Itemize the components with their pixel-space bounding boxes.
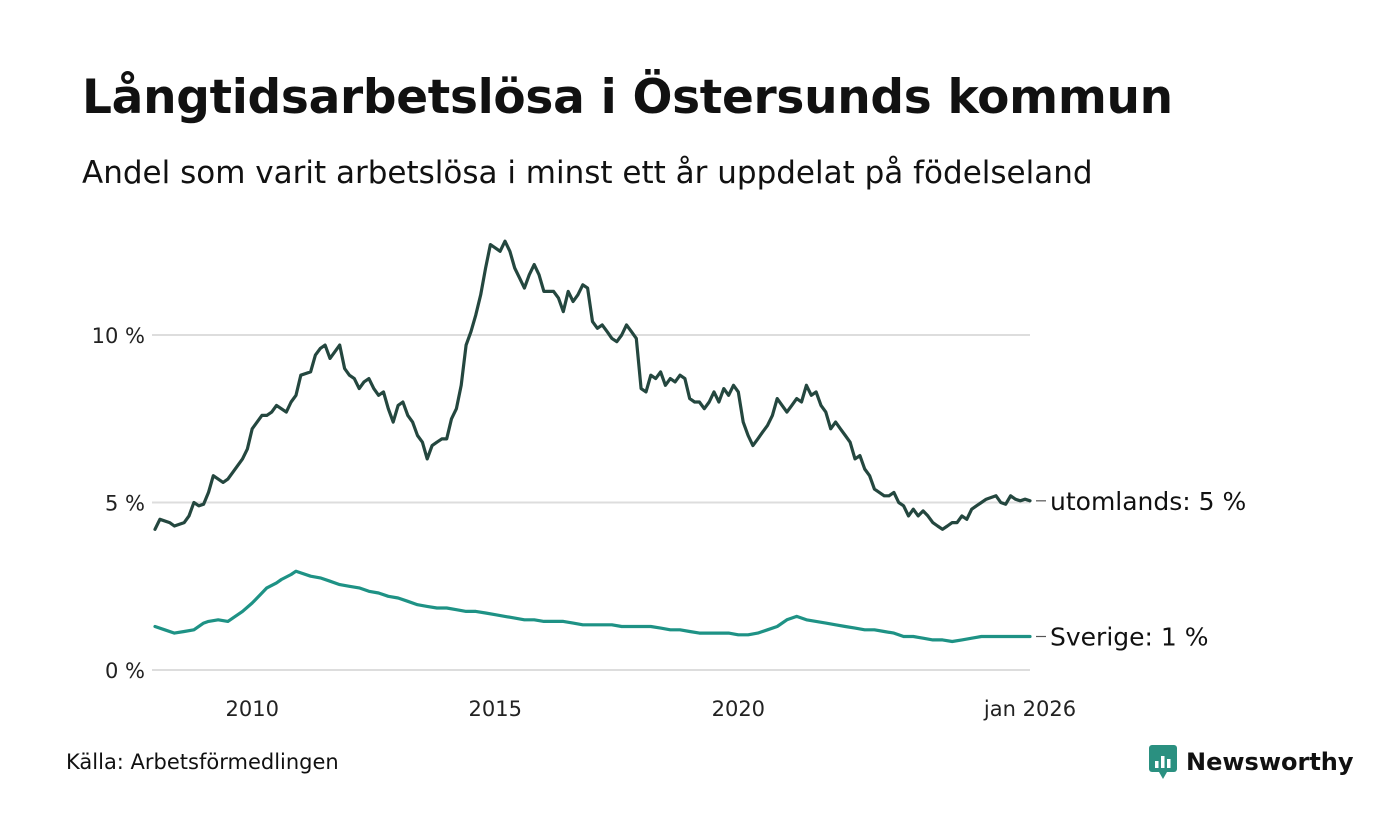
series-end-labels: utomlands: 5 % Sverige: 1 % — [1036, 487, 1246, 652]
y-tick-label: 10 % — [92, 324, 145, 348]
x-tick-label: jan 2026 — [983, 697, 1076, 721]
x-tick-label: 2010 — [225, 697, 278, 721]
end-label-utomlands: utomlands: 5 % — [1050, 487, 1246, 516]
x-tick-label: 2015 — [469, 697, 522, 721]
series-line-utomlands — [153, 239, 1032, 531]
x-tick-label: 2020 — [712, 697, 765, 721]
y-tick-label: 0 % — [105, 659, 145, 683]
newsworthy-logo-icon — [1149, 745, 1177, 779]
x-axis-ticks: 2010 2015 2020 jan 2026 — [225, 697, 1076, 721]
chart-title: Långtidsarbetslösa i Östersunds kommun — [82, 70, 1173, 125]
series-lines — [153, 239, 1032, 644]
series-line-sverige — [153, 569, 1032, 644]
end-label-sverige: Sverige: 1 % — [1050, 623, 1209, 652]
y-axis-ticks: 0 % 5 % 10 % — [92, 324, 145, 683]
source-note: Källa: Arbetsförmedlingen — [66, 750, 339, 774]
brand-name: Newsworthy — [1186, 748, 1354, 776]
brand-logo: Newsworthy — [1148, 744, 1354, 780]
gridlines — [152, 334, 1030, 671]
y-tick-label: 5 % — [105, 492, 145, 516]
chart-subtitle: Andel som varit arbetslösa i minst ett å… — [82, 155, 1093, 191]
